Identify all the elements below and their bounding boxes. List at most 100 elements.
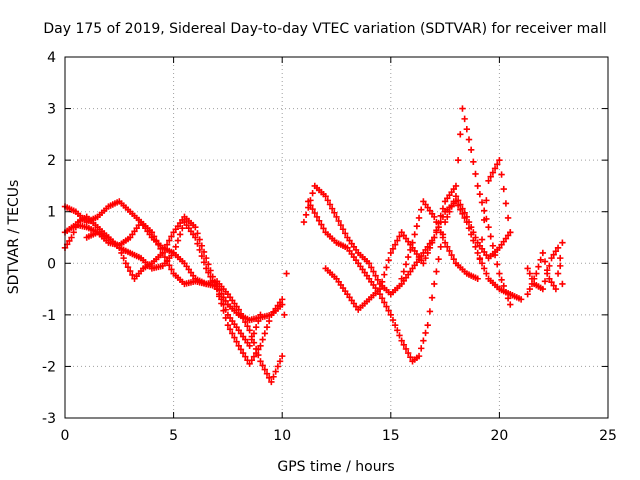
point-track-j-7 (539, 285, 547, 293)
point-track-c-95 (268, 378, 275, 386)
point-track-f-58 (431, 280, 438, 288)
y-axis-title: SDTVAR / TECUs (6, 180, 22, 295)
point-track-a-60 (192, 234, 199, 241)
point-track-h-39 (483, 197, 490, 204)
point-track-b-74 (222, 314, 229, 322)
point-track-g-80 (496, 270, 503, 277)
point-track-g-81 (498, 276, 505, 283)
point-track-b-29 (124, 263, 132, 271)
point-track-e-83 (480, 265, 488, 272)
point-track-f-69 (454, 197, 462, 204)
point-track-g-26 (378, 278, 386, 286)
point-track-f-2 (309, 205, 316, 213)
series-track-j (524, 244, 566, 293)
point-track-b-64 (200, 248, 208, 256)
y-tick-label-6: 3 (47, 102, 56, 118)
point-track-f-37 (385, 307, 392, 314)
point-track-e-82 (478, 260, 486, 267)
y-tick-label-4: 1 (47, 205, 56, 221)
point-track-f-40 (391, 321, 399, 329)
point-track-e-15 (333, 213, 340, 221)
point-track-c-84 (244, 323, 251, 330)
point-track-f-47 (407, 353, 414, 361)
point-track-d-34 (157, 245, 164, 253)
point-track-h-23 (448, 251, 455, 259)
point-track-j-16 (559, 280, 566, 288)
point-track-e-14 (331, 209, 338, 216)
point-track-f-64 (444, 213, 451, 221)
point-track-e-31 (368, 264, 375, 271)
point-track-e-10 (322, 193, 329, 200)
point-track-f-76 (470, 229, 477, 236)
point-track-b-61 (194, 230, 201, 237)
point-track-d-31 (150, 233, 158, 240)
y-tick-label-5: 2 (47, 153, 56, 169)
point-track-g-64 (461, 115, 468, 123)
point-track-e-13 (328, 205, 336, 212)
point-track-f-45 (402, 345, 410, 353)
point-track-c-101 (281, 311, 288, 319)
point-track-f-34 (378, 295, 386, 302)
point-track-j-1 (526, 270, 534, 277)
point-track-a-53 (176, 231, 184, 238)
series-track-g (322, 105, 514, 313)
point-track-h-37 (478, 236, 486, 243)
point-track-c-100 (279, 352, 286, 360)
y-tick-label-0: -3 (42, 411, 56, 427)
point-track-f-52 (418, 345, 425, 352)
point-track-f-41 (394, 327, 401, 334)
point-track-h-42 (489, 169, 497, 176)
point-track-c-98 (274, 363, 282, 370)
point-track-b-76 (226, 326, 234, 333)
point-track-f-53 (420, 337, 427, 344)
point-track-g-61 (454, 156, 462, 164)
series-track-d (83, 218, 286, 324)
point-track-a-63 (198, 252, 206, 260)
point-track-c-93 (263, 370, 271, 377)
point-track-a-52 (174, 237, 182, 244)
point-track-f-46 (404, 349, 412, 357)
point-track-d-30 (148, 229, 156, 236)
point-track-g-47 (424, 249, 431, 257)
point-track-j-9 (543, 270, 551, 277)
point-track-h-8 (415, 214, 423, 222)
point-track-i-0 (524, 291, 531, 298)
point-track-b-72 (218, 300, 225, 307)
point-track-h-44 (494, 161, 501, 168)
point-track-b-83 (242, 353, 249, 360)
point-track-e-33 (372, 272, 379, 279)
point-track-h-50 (507, 229, 514, 236)
point-track-b-82 (239, 349, 247, 357)
point-track-f-51 (415, 352, 423, 360)
point-track-a-2 (66, 237, 73, 245)
point-track-c-97 (272, 368, 279, 375)
point-track-h-49 (504, 214, 512, 222)
point-track-e-84 (483, 270, 490, 277)
point-track-e-12 (326, 201, 334, 208)
point-track-a-64 (200, 259, 208, 266)
point-track-f-7 (320, 225, 327, 232)
data-marks (61, 105, 566, 386)
point-track-h-15 (431, 213, 438, 221)
point-track-f-39 (389, 316, 397, 324)
point-track-b-80 (235, 342, 242, 349)
point-track-b-94 (265, 317, 273, 325)
chart-title: Day 175 of 2019, Sidereal Day-to-day VTE… (43, 21, 606, 37)
point-track-b-77 (229, 330, 236, 337)
point-track-g-69 (472, 170, 479, 178)
point-track-c-90 (257, 358, 264, 365)
point-track-h-0 (398, 275, 405, 282)
point-track-c-91 (259, 362, 266, 369)
point-track-b-87 (250, 353, 258, 360)
point-track-f-0 (305, 198, 312, 205)
point-track-g-60 (452, 182, 460, 190)
point-track-g-79 (494, 261, 501, 268)
point-track-b-27 (120, 254, 127, 262)
point-track-a-51 (172, 243, 179, 250)
point-track-d-39 (168, 266, 175, 273)
point-track-g-68 (470, 158, 477, 166)
point-track-b-30 (126, 267, 134, 275)
point-track-g-48 (426, 244, 434, 252)
point-track-c-99 (276, 358, 284, 365)
y-tick-label-2: -1 (42, 308, 56, 324)
